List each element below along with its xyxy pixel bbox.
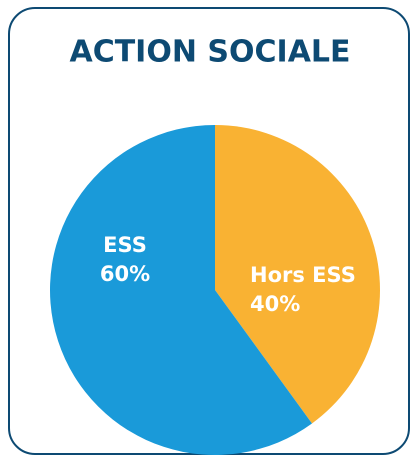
slice-value: 40%: [250, 292, 300, 316]
slice-value: 60%: [100, 262, 150, 286]
slice-labels: ESS 60% Hors ESS 40%: [100, 233, 356, 316]
pie-slice: [49, 125, 312, 455]
pie: [49, 125, 380, 455]
pie-slice: [215, 125, 380, 424]
slice-category: Hors ESS: [250, 263, 356, 287]
chart-title: ACTION SOCIALE: [69, 35, 350, 70]
slice-category: ESS: [103, 233, 147, 257]
